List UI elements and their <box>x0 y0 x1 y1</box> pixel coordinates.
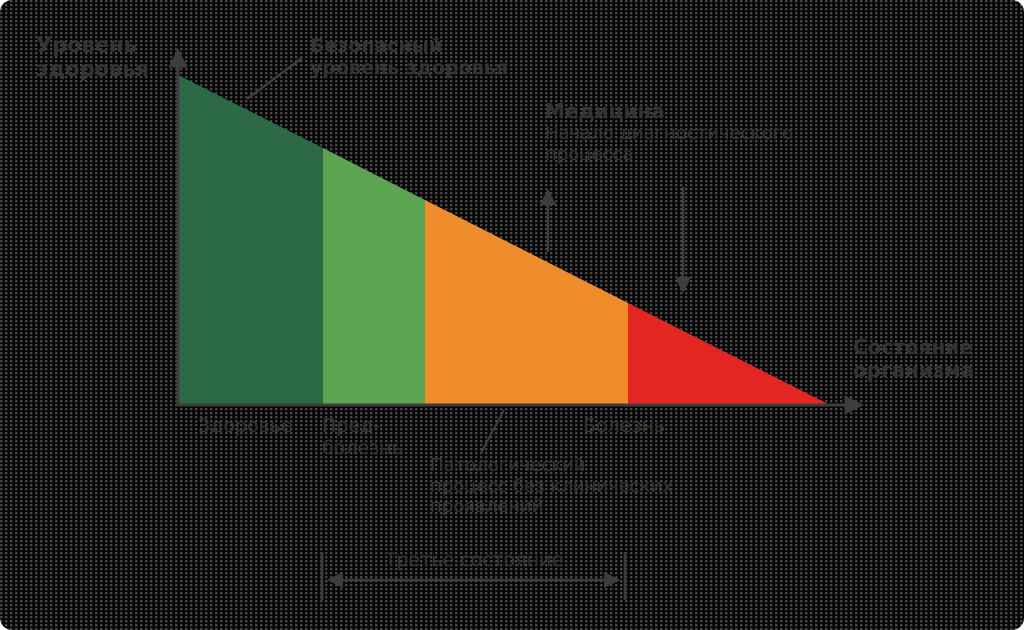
segment-health <box>178 75 323 405</box>
safe-level-pointer-line <box>246 56 303 101</box>
medicine-title: Медицина <box>545 99 665 123</box>
segment-disease <box>628 303 830 405</box>
segment-pre-disease <box>323 148 425 405</box>
x-axis-label: Состояние организма <box>853 335 975 382</box>
pathological-label: Патологический процесс без клинических п… <box>430 455 673 518</box>
y-axis-label: Уровень здоровья <box>36 33 150 82</box>
pathological-pointer-line <box>480 409 505 454</box>
segment-latent-pathology <box>425 200 628 405</box>
medicine-subtitle: Начало диагностического процесса <box>545 123 793 165</box>
stage-label-health: Здоровье <box>198 415 293 437</box>
stage-label-pre-disease: Пред- болезнь <box>322 415 403 459</box>
third-state-label: Третье состояние <box>384 549 564 571</box>
stage-label-disease: Болезнь <box>583 415 666 437</box>
safe-level-label: Безопасный уровень здоровья <box>310 35 509 79</box>
